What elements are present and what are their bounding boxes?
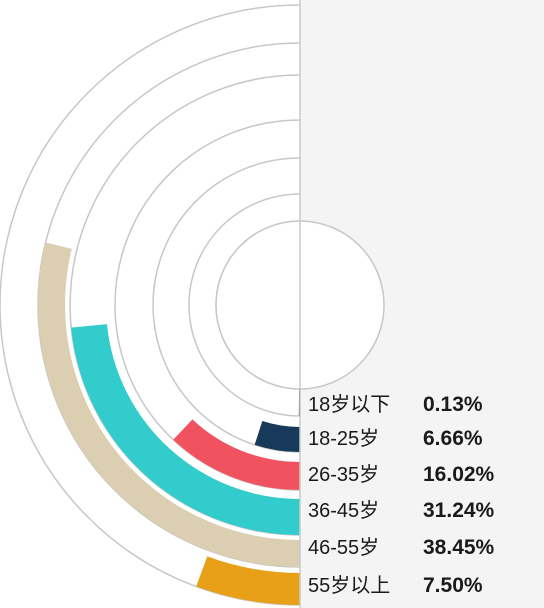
bar-arc-18-25岁 (254, 421, 300, 452)
legend-value-0: 0.13% (423, 393, 483, 416)
legend-label-2: 26-35岁 (308, 463, 379, 486)
legend: 18岁以下 0.13% 18-25岁 6.66% 26-35岁 16.02% 36-45岁 3… (308, 393, 495, 597)
legend-value-2: 16.02% (423, 463, 495, 486)
bar-arc-26-35岁 (173, 419, 300, 490)
legend-value-4: 38.45% (423, 536, 495, 559)
legend-value-3: 31.24% (423, 499, 495, 522)
legend-value-1: 6.66% (423, 427, 483, 450)
bar-arcs (38, 242, 300, 605)
track-ring-1 (188, 193, 301, 417)
bar-arc-46-55岁 (38, 242, 300, 567)
legend-value-5: 7.50% (423, 574, 483, 597)
track-ring-6 (0, 4, 301, 606)
legend-label-0: 18岁以下 (308, 393, 390, 416)
legend-label-4: 46-55岁 (308, 536, 379, 559)
bar-arc-36-45岁 (71, 324, 300, 535)
legend-label-1: 18-25岁 (308, 427, 379, 450)
track-ring-2 (152, 157, 301, 453)
legend-label-5: 55岁以上 (308, 574, 390, 597)
background-half-disc (300, 0, 544, 608)
bar-arc-55岁以上 (196, 556, 300, 605)
legend-label-3: 36-45岁 (308, 499, 379, 522)
